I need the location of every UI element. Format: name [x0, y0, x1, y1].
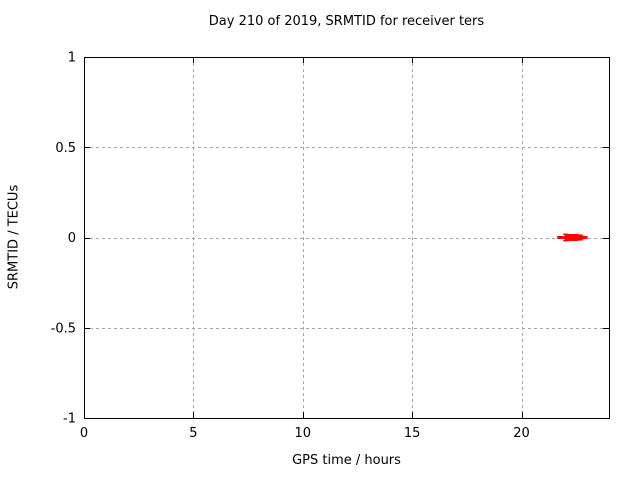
- data-series-errorbars: [556, 233, 588, 242]
- svg-text:0: 0: [80, 426, 88, 441]
- svg-text:0.5: 0.5: [55, 141, 76, 156]
- svg-text:-1: -1: [63, 412, 76, 427]
- svg-text:5: 5: [189, 426, 197, 441]
- svg-text:10: 10: [294, 426, 311, 441]
- svg-text:1: 1: [68, 51, 76, 66]
- axis-ticks: [84, 57, 609, 419]
- y-axis-label: SRMTID / TECUs: [6, 184, 22, 290]
- chart-title: Day 210 of 2019, SRMTID for receiver ter…: [208, 14, 485, 29]
- x-axis-label: GPS time / hours: [292, 453, 401, 468]
- x-tick-labels: 0 5 10 15 20: [80, 426, 530, 441]
- y-tick-labels: 1 0.5 0 -0.5 -1: [51, 51, 76, 427]
- svg-text:0: 0: [68, 231, 76, 246]
- gridlines: [84, 57, 609, 418]
- svg-text:15: 15: [404, 426, 421, 441]
- svg-text:-0.5: -0.5: [51, 321, 76, 336]
- svg-text:20: 20: [513, 426, 530, 441]
